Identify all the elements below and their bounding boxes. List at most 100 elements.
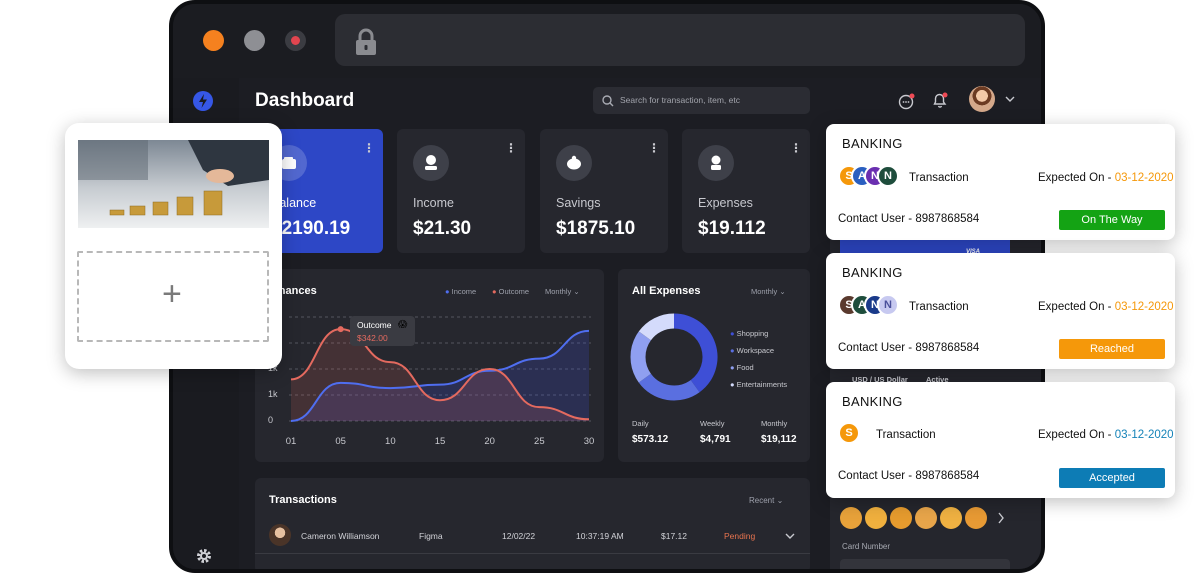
avatar[interactable] xyxy=(890,507,912,529)
transactions-title: Transactions xyxy=(269,494,337,506)
card-number-field[interactable] xyxy=(840,559,1010,569)
chevron-right-icon[interactable] xyxy=(997,512,1005,524)
currency-label: USD / US Dollar xyxy=(852,375,908,384)
finances-period-select[interactable]: Monthly ⌄ xyxy=(545,287,580,296)
stat-label: Expenses xyxy=(698,196,753,210)
settings-gear-icon[interactable] xyxy=(196,548,212,564)
all-expenses-title: All Expenses xyxy=(632,285,701,297)
x-tick-label: 15 xyxy=(435,436,446,447)
avatar[interactable] xyxy=(940,507,962,529)
summary-label: Weekly xyxy=(700,419,725,428)
currency-state: Active xyxy=(926,375,949,384)
chart-tooltip: Outcome 😱 $342.00 xyxy=(350,316,415,346)
outcome-area xyxy=(291,329,589,421)
browser-toolbar xyxy=(173,4,1041,78)
stat-card-savings[interactable]: ⋮ Savings $1875.10 xyxy=(540,129,668,253)
status-badge[interactable]: Accepted xyxy=(1059,468,1165,488)
stat-label: Balance xyxy=(271,196,317,210)
tooltip-value: $342.00 xyxy=(357,333,388,343)
transaction-label: Transaction xyxy=(876,429,936,441)
plus-icon: + xyxy=(162,275,182,313)
avatar-stack: S xyxy=(838,422,860,444)
piggy-bank-icon xyxy=(556,145,592,181)
window-maximize-dot[interactable] xyxy=(285,30,306,51)
contact-user: Contact User - 8987868584 xyxy=(838,470,980,482)
avatar[interactable] xyxy=(965,507,987,529)
banking-title: BANKING xyxy=(842,265,903,280)
notification-bell-icon[interactable] xyxy=(931,91,949,109)
legend-food: ● Food xyxy=(730,363,754,372)
row-merchant: Figma xyxy=(419,531,443,541)
avatar: N xyxy=(877,165,899,187)
status-badge[interactable]: Reached xyxy=(1059,339,1165,359)
avatar[interactable] xyxy=(915,507,937,529)
stat-card-expenses[interactable]: ⋮ Expenses $19.112 xyxy=(682,129,810,253)
row-time: 10:37:19 AM xyxy=(576,531,624,541)
x-tick-label: 01 xyxy=(286,436,297,447)
expected-date: Expected On - 03-12-2020 xyxy=(1038,172,1174,184)
legend-entertainments: ● Entertainments xyxy=(730,380,788,389)
logo-icon[interactable] xyxy=(192,90,214,112)
lock-icon xyxy=(356,28,376,55)
row-amount: $17.12 xyxy=(661,531,687,541)
tooltip-label: Outcome xyxy=(357,320,392,330)
row-date: 12/02/22 xyxy=(502,531,536,541)
donut-slice-workspace xyxy=(638,373,700,401)
donut-slice-entertainments xyxy=(638,313,675,341)
expected-date: Expected On - 03-12-2020 xyxy=(1038,301,1174,313)
row-status: Pending xyxy=(724,531,756,541)
window-close-dot[interactable] xyxy=(203,30,224,51)
chevron-down-icon[interactable] xyxy=(785,532,795,540)
search-icon xyxy=(602,95,614,107)
expenses-period-select[interactable]: Monthly ⌄ xyxy=(751,287,786,296)
summary-value: $573.12 xyxy=(632,434,669,445)
more-icon[interactable]: ⋮ xyxy=(648,141,660,155)
card-preview xyxy=(840,239,1010,255)
summary-value: $4,791 xyxy=(700,434,731,445)
banking-card[interactable]: BANKING S A N N Transaction Expected On … xyxy=(826,253,1175,369)
avatar[interactable] xyxy=(840,507,862,529)
x-tick-label: 20 xyxy=(484,436,495,447)
chevron-down-icon[interactable] xyxy=(1005,95,1015,103)
banking-card[interactable]: BANKING S A N N Transaction Expected On … xyxy=(826,124,1175,240)
income-line xyxy=(290,329,590,422)
address-bar[interactable] xyxy=(335,14,1025,66)
banking-title: BANKING xyxy=(842,136,903,151)
status-badge[interactable]: On The Way xyxy=(1059,210,1165,230)
summary-label: Daily xyxy=(632,419,649,428)
avatar: N xyxy=(877,294,899,316)
summary-label: Monthly xyxy=(761,419,788,428)
avatar[interactable] xyxy=(865,507,887,529)
y-tick-label: 0 xyxy=(268,415,274,425)
summary-value: $19,112 xyxy=(761,434,797,445)
stat-card-income[interactable]: ⋮ Income $21.30 xyxy=(397,129,525,253)
visa-logo: VISA xyxy=(966,249,981,255)
window-minimize-dot[interactable] xyxy=(244,30,265,51)
more-icon[interactable]: ⋮ xyxy=(505,141,517,155)
chat-icon[interactable] xyxy=(898,92,916,110)
avatar: S xyxy=(838,422,860,444)
search-placeholder: Search for transaction, item, etc xyxy=(620,95,740,105)
banking-card[interactable]: BANKING S Transaction Expected On - 03-1… xyxy=(826,382,1175,498)
table-row[interactable]: Cameron Williamson Figma 12/02/22 10:37:… xyxy=(255,522,810,554)
x-tick-label: 05 xyxy=(335,436,346,447)
transactions-filter-select[interactable]: Recent ⌄ xyxy=(749,496,784,505)
all-expenses-card: All Expenses Monthly ⌄ ● Shopping ● Work… xyxy=(618,269,810,462)
search-input[interactable]: Search for transaction, item, etc xyxy=(593,87,810,114)
user-avatar[interactable] xyxy=(969,86,995,112)
expected-date: Expected On - 03-12-2020 xyxy=(1038,429,1174,441)
finances-card: Finances ● Income ● Outcome Monthly ⌄ 01… xyxy=(255,269,604,462)
stat-label: Income xyxy=(413,196,454,210)
more-icon[interactable]: ⋮ xyxy=(363,141,375,155)
add-image-dropzone[interactable]: + xyxy=(77,251,269,342)
expenses-icon xyxy=(698,145,734,181)
banking-title: BANKING xyxy=(842,394,903,409)
y-tick-label: 1k xyxy=(268,389,278,399)
contacts-row xyxy=(840,507,1000,531)
upload-card: + xyxy=(65,123,282,369)
more-icon[interactable]: ⋮ xyxy=(790,141,802,155)
row-name: Cameron Williamson xyxy=(301,531,380,541)
stat-value: $19.112 xyxy=(698,218,766,239)
avatar-stack: S A N N xyxy=(838,165,899,187)
stat-value: $21.30 xyxy=(413,218,472,239)
